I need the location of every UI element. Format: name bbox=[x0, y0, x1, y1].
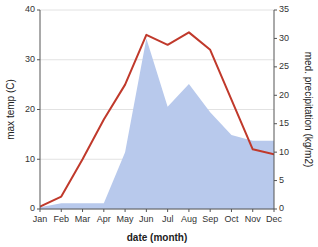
y2-tick bbox=[274, 10, 277, 11]
x-tick-label: Nov bbox=[245, 214, 262, 224]
x-tick-label: Jan bbox=[33, 214, 48, 224]
x-tick bbox=[188, 209, 189, 212]
y2-tick bbox=[274, 123, 277, 124]
y-tick bbox=[37, 209, 40, 210]
x-tick bbox=[82, 209, 83, 212]
y-tick-label: 40 bbox=[25, 4, 35, 14]
y-tick bbox=[37, 10, 40, 11]
x-tick-label: Mar bbox=[75, 214, 91, 224]
x-tick-label: Apr bbox=[97, 214, 111, 224]
x-tick-label: Feb bbox=[54, 214, 70, 224]
y-tick bbox=[37, 59, 40, 60]
y2-tick-label: 25 bbox=[279, 61, 289, 71]
y2-tick-label: 15 bbox=[279, 118, 289, 128]
y-tick bbox=[37, 109, 40, 110]
x-tick bbox=[125, 209, 126, 212]
y2-axis-label: med. precipitation (kg/m2) bbox=[303, 52, 314, 168]
y2-tick bbox=[274, 38, 277, 39]
x-tick-label: Aug bbox=[181, 214, 197, 224]
x-tick-label: Dec bbox=[266, 214, 283, 224]
y-axis-label: max temp (C) bbox=[5, 79, 16, 140]
x-tick bbox=[103, 209, 104, 212]
x-tick bbox=[167, 209, 168, 212]
x-tick bbox=[231, 209, 232, 212]
x-tick-label: Oct bbox=[224, 214, 239, 224]
y2-tick-label: 5 bbox=[279, 175, 284, 185]
y2-tick-label: 0 bbox=[279, 203, 284, 213]
grid-line bbox=[40, 209, 274, 210]
x-tick bbox=[61, 209, 62, 212]
x-axis-line bbox=[40, 209, 274, 210]
y2-tick-label: 10 bbox=[279, 147, 289, 157]
y2-tick bbox=[274, 152, 277, 153]
x-tick-label: May bbox=[117, 214, 135, 224]
y2-tick bbox=[274, 95, 277, 96]
y-tick-label: 20 bbox=[25, 104, 35, 114]
x-tick bbox=[252, 209, 253, 212]
y2-tick-label: 20 bbox=[279, 90, 289, 100]
x-tick-label: Jun bbox=[139, 214, 154, 224]
page: {"chart_data": { "type": "line", "xlabel… bbox=[0, 0, 318, 247]
y2-tick-label: 30 bbox=[279, 33, 289, 43]
chart-svg: JanFebMarAprMayJunJulAugSepOctNovDec0102… bbox=[0, 0, 318, 247]
y2-axis-line bbox=[274, 10, 275, 209]
grid-line bbox=[40, 10, 274, 11]
x-tick-label: Sep bbox=[202, 214, 218, 224]
x-tick-label: Jul bbox=[162, 214, 174, 224]
grid bbox=[40, 10, 274, 209]
line bbox=[40, 32, 274, 206]
y2-tick bbox=[274, 180, 277, 181]
y2-tick-label: 35 bbox=[279, 4, 289, 14]
grid-line bbox=[40, 59, 274, 60]
chart-container: JanFebMarAprMayJunJulAugSepOctNovDec0102… bbox=[0, 0, 318, 247]
x-axis-label: date (month) bbox=[127, 232, 188, 243]
y-tick-label: 30 bbox=[25, 54, 35, 64]
y-tick bbox=[37, 159, 40, 160]
y-tick-label: 10 bbox=[25, 154, 35, 164]
axes: JanFebMarAprMayJunJulAugSepOctNovDec0102… bbox=[25, 4, 289, 224]
y2-tick bbox=[274, 66, 277, 67]
y2-tick bbox=[274, 209, 277, 210]
x-tick bbox=[146, 209, 147, 212]
area bbox=[40, 38, 274, 209]
x-tick bbox=[210, 209, 211, 212]
y-tick-label: 0 bbox=[30, 203, 35, 213]
plot-area bbox=[40, 32, 274, 209]
